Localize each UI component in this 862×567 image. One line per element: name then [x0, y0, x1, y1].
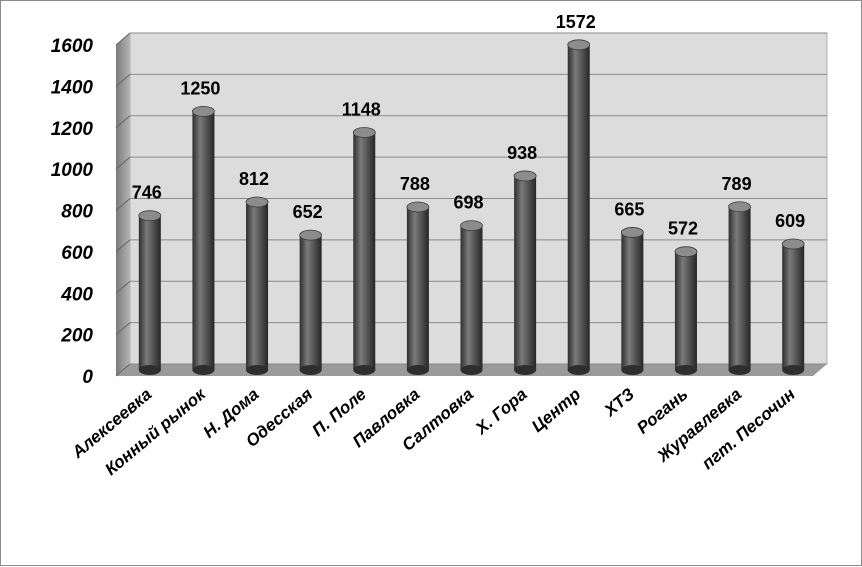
bar-cap — [406, 201, 430, 213]
bar-body — [406, 206, 429, 370]
bar-body — [674, 251, 697, 370]
bar-base — [621, 365, 644, 375]
bar-base — [728, 365, 751, 375]
data-label: 788 — [400, 174, 430, 194]
bar-cap — [620, 227, 644, 238]
bar-base — [674, 365, 697, 375]
category-label: Конный рынок — [101, 384, 210, 479]
bar-body — [460, 225, 483, 370]
category-label: Х. Гора — [471, 385, 530, 439]
bar-cap — [460, 220, 483, 232]
bar-body — [621, 232, 644, 370]
bar — [460, 220, 483, 375]
bar — [406, 201, 430, 375]
bar-base — [567, 365, 590, 375]
bar-base — [406, 365, 429, 375]
bar-body — [246, 202, 269, 370]
bar — [674, 246, 698, 375]
bar-body — [567, 44, 590, 370]
y-tick-label: 400 — [60, 284, 93, 305]
bar-cap — [567, 39, 591, 51]
y-tick-label: 1600 — [51, 36, 94, 57]
gridline-side — [115, 156, 131, 170]
data-labels: 746 1250 812 652 1148 788 698 938 1572 665 572 789 6… — [132, 12, 805, 239]
bar-body — [299, 235, 322, 370]
bar-base — [782, 365, 805, 375]
data-label: 789 — [722, 174, 752, 194]
bar-base — [460, 365, 483, 375]
y-tick-label: 1400 — [51, 77, 94, 98]
y-tick-label: 1000 — [51, 160, 94, 181]
y-tick-label: 0 — [82, 367, 93, 388]
gridline-side — [115, 322, 131, 336]
bar — [245, 196, 269, 375]
data-label: 1250 — [180, 78, 220, 98]
bar-body — [728, 206, 751, 370]
data-label: 1148 — [342, 100, 381, 120]
bar-base — [514, 365, 537, 375]
bar — [567, 39, 591, 375]
bar-base — [192, 365, 215, 375]
bar-base — [353, 365, 376, 375]
bar-body — [138, 215, 161, 370]
data-label: 665 — [614, 199, 644, 219]
bar-body — [782, 244, 805, 370]
bar-body — [192, 111, 215, 370]
bar-base — [299, 365, 322, 375]
bar-base — [138, 365, 161, 375]
bars — [138, 39, 805, 375]
data-label: 698 — [453, 193, 483, 213]
category-label: пгт. Песочин — [698, 385, 798, 474]
bar-body — [514, 175, 537, 370]
y-tick-label: 800 — [61, 202, 93, 223]
bar — [299, 229, 323, 375]
bar-cap — [299, 229, 323, 241]
y-tick-label: 1200 — [51, 119, 94, 140]
data-label: 746 — [132, 183, 162, 203]
bar — [138, 210, 162, 375]
bar-cap — [138, 210, 162, 222]
gridline-side — [115, 32, 131, 46]
gridline-side — [115, 198, 131, 211]
bar — [513, 170, 537, 375]
bar — [781, 238, 805, 375]
bar — [620, 227, 644, 375]
bar-cap — [674, 246, 698, 258]
bar-cap — [781, 238, 805, 250]
bar-cap — [352, 127, 376, 138]
bar-cap — [728, 201, 751, 213]
y-axis-ticks: 0 200 400 600 800 1000 1200 1400 1600 — [51, 36, 94, 388]
bar-cap — [192, 106, 215, 117]
bar — [728, 201, 751, 375]
data-label: 572 — [668, 219, 698, 239]
data-label: 652 — [293, 202, 323, 222]
gridline-side — [115, 115, 131, 129]
bar-cap — [513, 170, 537, 182]
gridline-side — [115, 73, 131, 87]
bar — [352, 127, 376, 375]
y-tick-label: 600 — [61, 243, 93, 264]
data-label: 609 — [775, 211, 805, 231]
data-label: 1572 — [556, 12, 596, 32]
data-label: 812 — [239, 169, 269, 189]
data-label: 938 — [507, 143, 537, 163]
category-label: Центр — [528, 385, 584, 437]
bar-body — [353, 132, 376, 370]
bar-cap — [245, 196, 269, 208]
y-tick-label: 200 — [60, 326, 93, 347]
bar — [192, 106, 215, 375]
bar-base — [246, 365, 269, 375]
category-label: ХТЗ — [600, 384, 638, 420]
gridline-side — [115, 280, 131, 294]
gridline-side — [115, 363, 131, 377]
gridline-side — [115, 239, 131, 253]
